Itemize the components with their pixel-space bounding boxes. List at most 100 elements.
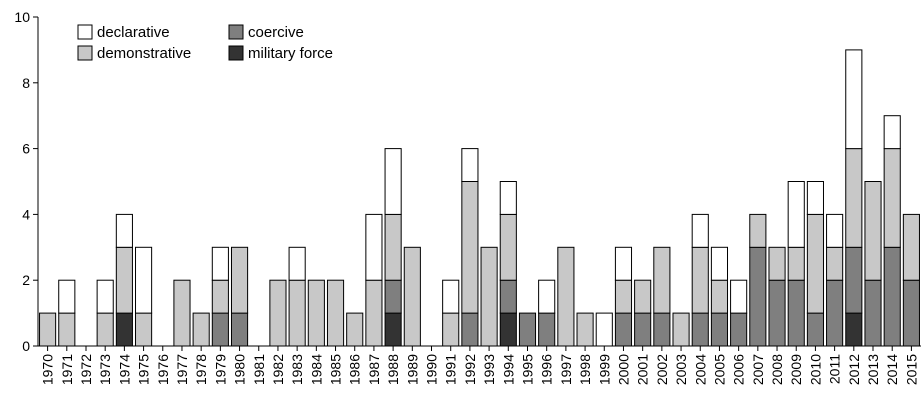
x-tick-label: 2011: [827, 354, 843, 384]
bar-segment-demonstrative: [864, 181, 882, 281]
bar-segment-coercive: [691, 312, 709, 347]
bar-segment-demonstrative: [787, 246, 805, 281]
bar-segment-coercive: [826, 279, 844, 347]
bar-segment-demonstrative: [461, 181, 479, 314]
x-tick-label: 2004: [692, 354, 708, 385]
bar-segment-coercive: [845, 246, 863, 314]
x-tick-label: 2002: [654, 354, 670, 385]
x-tick-label: 2012: [846, 354, 862, 385]
x-tick-label: 1992: [462, 354, 478, 385]
bar-segment-demonstrative: [230, 246, 249, 314]
bar-segment-demonstrative: [135, 312, 153, 347]
x-tick-label: 1987: [366, 354, 382, 385]
bar-segment-demonstrative: [326, 279, 345, 347]
bar-segment-demonstrative: [173, 279, 191, 347]
x-tick-label: 2009: [788, 354, 804, 385]
bar-segment-military-force: [384, 312, 402, 347]
bar-segment-declarative: [288, 246, 306, 281]
x-tick-label: 1999: [596, 354, 612, 385]
bar-segment-demonstrative: [634, 279, 652, 314]
x-tick-label: 1984: [308, 354, 324, 385]
x-tick-label: 2013: [865, 354, 881, 385]
x-tick-label: 1985: [328, 354, 344, 385]
x-tick-label: 2014: [884, 354, 900, 385]
bar-segment-coercive: [230, 312, 249, 347]
bar-segment-demonstrative: [480, 246, 498, 347]
bar-segment-coercive: [902, 279, 920, 347]
bar-segment-declarative: [135, 246, 153, 314]
bar-segment-demonstrative: [365, 279, 383, 347]
bar-segment-demonstrative: [269, 279, 287, 347]
bar-segment-demonstrative: [883, 148, 901, 248]
bar-segment-demonstrative: [557, 246, 575, 347]
bar-segment-declarative: [499, 181, 517, 215]
x-tick-label: 1988: [385, 354, 401, 385]
bar-segment-declarative: [595, 312, 613, 347]
x-tick-label: 1997: [558, 354, 574, 385]
bar-segment-coercive: [749, 246, 767, 347]
bar-segment-demonstrative: [826, 246, 844, 281]
bar-segment-declarative: [58, 279, 76, 314]
bar-segment-declarative: [691, 213, 709, 248]
x-tick-label: 2008: [769, 354, 785, 385]
bar-segment-coercive: [211, 312, 229, 347]
x-tick-label: 1989: [404, 354, 420, 385]
bar-segment-coercive: [518, 312, 537, 347]
legend-label: declarative: [97, 24, 170, 41]
legend-swatch: [77, 45, 93, 61]
bar-segment-coercive: [538, 312, 556, 347]
bar-segment-demonstrative: [442, 312, 460, 347]
bar-segment-demonstrative: [499, 213, 517, 281]
bar-segment-coercive: [730, 312, 748, 347]
x-tick-label: 1990: [424, 354, 440, 385]
bar-segment-coercive: [806, 312, 824, 347]
bar-segment-coercive: [653, 312, 671, 347]
bar-segment-coercive: [864, 279, 882, 347]
bar-segment-demonstrative: [691, 246, 709, 314]
bar-segment-declarative: [710, 246, 729, 281]
bar-segment-demonstrative: [806, 213, 824, 314]
bar-segment-demonstrative: [346, 312, 364, 347]
x-tick-label: 1970: [40, 354, 56, 385]
x-tick-label: 2005: [711, 354, 727, 385]
bar-segment-declarative: [211, 246, 229, 281]
x-tick-label: 1983: [289, 354, 305, 385]
x-tick-label: 2010: [807, 354, 823, 385]
y-tick-label: 4: [22, 206, 30, 222]
y-tick-label: 6: [22, 141, 30, 157]
bar-segment-demonstrative: [768, 246, 786, 281]
y-tick-label: 2: [22, 272, 30, 288]
bar-segment-coercive: [499, 279, 517, 314]
x-tick-label: 2001: [635, 354, 651, 385]
bar-segment-declarative: [538, 279, 556, 314]
bar-segment-demonstrative: [403, 246, 421, 347]
x-tick-label: 2003: [673, 354, 689, 385]
bar-segment-declarative: [787, 181, 805, 248]
bar-segment-declarative: [384, 148, 402, 215]
bar-segment-demonstrative: [576, 312, 594, 347]
bar-segment-demonstrative: [288, 279, 306, 347]
x-tick-label: 1986: [347, 354, 363, 385]
bar-segment-coercive: [787, 279, 805, 347]
x-tick-label: 1998: [577, 354, 593, 385]
x-tick-label: 1972: [78, 354, 94, 385]
bar-segment-demonstrative: [307, 279, 325, 347]
legend-label: coercive: [248, 24, 304, 41]
bar-segment-declarative: [614, 246, 633, 281]
bar-segment-military-force: [499, 312, 517, 347]
x-tick-label: 1978: [193, 354, 209, 385]
x-tick-label: 1991: [443, 354, 459, 385]
bar-segment-declarative: [461, 148, 479, 183]
legend: declarative coercive demonstrative military…: [77, 24, 333, 62]
bar-segment-demonstrative: [58, 312, 76, 347]
bar-segment-demonstrative: [115, 246, 133, 314]
bar-segment-coercive: [461, 312, 479, 347]
bar-segment-demonstrative: [710, 279, 729, 314]
x-tick-label: 2006: [731, 354, 747, 385]
x-tick-label: 2007: [750, 354, 766, 385]
bar-segment-coercive: [634, 312, 652, 347]
y-tick-label: 0: [22, 338, 30, 354]
x-tick-label: 1971: [59, 354, 75, 385]
